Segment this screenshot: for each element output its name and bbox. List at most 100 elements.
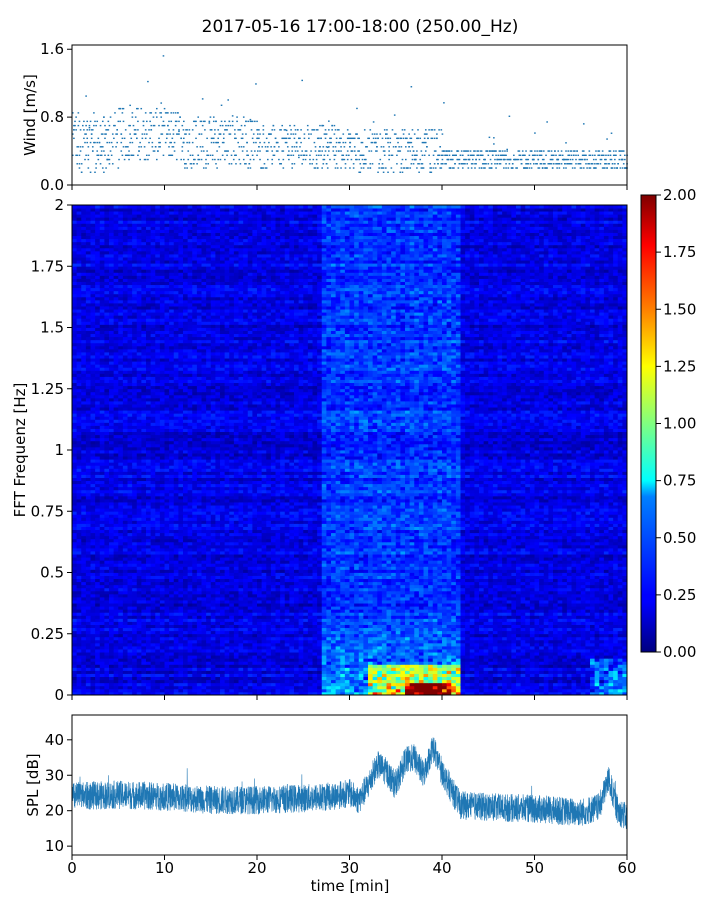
spectrogram-cell bbox=[344, 655, 350, 659]
spectrogram-cell bbox=[257, 636, 263, 641]
wind-point bbox=[217, 158, 220, 161]
spectrogram-cell bbox=[289, 691, 295, 696]
wind-point bbox=[146, 154, 148, 157]
wind-point bbox=[336, 129, 339, 131]
spectrogram-cell bbox=[525, 670, 531, 674]
spectrogram-cell bbox=[76, 655, 82, 659]
spectrogram-cell bbox=[164, 667, 170, 671]
spectrogram-cell bbox=[506, 652, 512, 656]
spectrogram-cell bbox=[99, 642, 105, 647]
spectrogram-cell bbox=[553, 627, 559, 632]
wind-point bbox=[79, 150, 82, 152]
wind-point bbox=[170, 154, 173, 157]
spectrogram-cell bbox=[566, 627, 572, 632]
wind-point bbox=[365, 158, 367, 161]
spectrogram-cell bbox=[326, 676, 332, 681]
spectrogram-cell bbox=[400, 630, 406, 635]
spectrogram-cell bbox=[127, 621, 133, 625]
wind-point bbox=[562, 167, 565, 169]
wind-point bbox=[74, 120, 76, 123]
spectrogram-cell bbox=[432, 676, 438, 681]
spectrogram-cell bbox=[159, 624, 165, 629]
spectrogram-cell bbox=[113, 649, 119, 653]
spectrogram-cell bbox=[608, 670, 614, 674]
spectrogram-cell bbox=[72, 646, 78, 650]
spectrogram-cell bbox=[270, 612, 276, 616]
spectrogram-cell bbox=[95, 649, 101, 653]
spectrogram-cell bbox=[298, 646, 304, 650]
spectrogram-cell bbox=[206, 664, 212, 668]
spectrogram-cell bbox=[437, 630, 443, 635]
wind-point bbox=[570, 154, 573, 157]
wind-point bbox=[109, 116, 112, 118]
spectrogram-cell bbox=[432, 685, 438, 690]
spectrogram-cell bbox=[516, 667, 522, 671]
spectrogram-cell bbox=[418, 670, 424, 674]
spectrogram-cell bbox=[594, 691, 600, 696]
spectrogram-cell bbox=[294, 658, 300, 662]
spectrogram-cell bbox=[141, 627, 147, 632]
spectrogram-cell bbox=[525, 673, 531, 678]
wind-point bbox=[160, 102, 163, 104]
spectrogram-cell bbox=[511, 652, 517, 656]
spectrogram-cell bbox=[622, 630, 628, 635]
spectrogram-cell bbox=[363, 646, 369, 650]
spectrogram-cell bbox=[280, 621, 286, 625]
spectrogram-cell bbox=[442, 685, 448, 690]
spectrogram-cell bbox=[275, 618, 281, 622]
wind-point bbox=[621, 158, 624, 161]
spectrogram-cell bbox=[81, 673, 87, 678]
spectrogram-cell bbox=[377, 624, 383, 629]
spectrogram-cell bbox=[243, 633, 249, 638]
wind-point bbox=[141, 137, 144, 140]
spectrogram-cell bbox=[414, 649, 420, 653]
spectrogram-cell bbox=[326, 673, 332, 678]
spectrogram-cell bbox=[585, 649, 591, 653]
spectrogram-cell bbox=[344, 621, 350, 625]
spectrogram-cell bbox=[307, 682, 313, 687]
spectrogram-cell bbox=[266, 627, 272, 632]
spectrogram-cell bbox=[303, 676, 309, 681]
spectrogram-cell bbox=[85, 661, 91, 665]
wind-point bbox=[170, 112, 173, 114]
wind-point bbox=[168, 129, 170, 131]
spectrogram-cell bbox=[372, 639, 378, 644]
spectrogram-cell bbox=[90, 679, 96, 684]
spectrogram-cell bbox=[372, 682, 378, 687]
spectrogram-cell bbox=[85, 688, 91, 693]
spectrogram-cell bbox=[516, 664, 522, 668]
wind-point bbox=[418, 171, 420, 173]
spectrogram-cell bbox=[220, 646, 226, 650]
spectrogram-cell bbox=[289, 679, 295, 684]
wind-point bbox=[335, 163, 338, 165]
spectrogram-cell bbox=[437, 618, 443, 622]
spectrogram-cell bbox=[150, 673, 156, 678]
spectrogram-cell bbox=[344, 652, 350, 656]
spectrogram-cell bbox=[469, 646, 475, 650]
spectrogram-cell bbox=[266, 615, 272, 619]
spectrogram-cell bbox=[455, 609, 461, 613]
spectrogram-cell bbox=[465, 664, 471, 668]
wind-point bbox=[514, 158, 516, 161]
spectrogram-cell bbox=[335, 636, 341, 641]
wind-point bbox=[450, 158, 453, 161]
spectrogram-cell bbox=[395, 636, 401, 641]
spectrogram-cell bbox=[85, 691, 91, 696]
wind-point bbox=[437, 163, 439, 165]
wind-point bbox=[250, 120, 253, 123]
spectrogram-cell bbox=[391, 624, 397, 629]
spectrogram-cell bbox=[155, 646, 161, 650]
wind-point bbox=[171, 146, 174, 148]
spectrogram-cell bbox=[261, 691, 267, 696]
spectrogram-cell bbox=[261, 667, 267, 671]
wind-point bbox=[236, 120, 238, 123]
spectrogram-cell bbox=[252, 609, 258, 613]
spectrogram-cell bbox=[395, 658, 401, 662]
spectrogram-cell bbox=[210, 642, 216, 647]
spectrogram-cell bbox=[465, 673, 471, 678]
spectrogram-cell bbox=[104, 667, 110, 671]
spectrogram-cell bbox=[622, 633, 628, 638]
spectrogram-cell bbox=[474, 691, 480, 696]
spectrogram-cell bbox=[113, 682, 119, 687]
